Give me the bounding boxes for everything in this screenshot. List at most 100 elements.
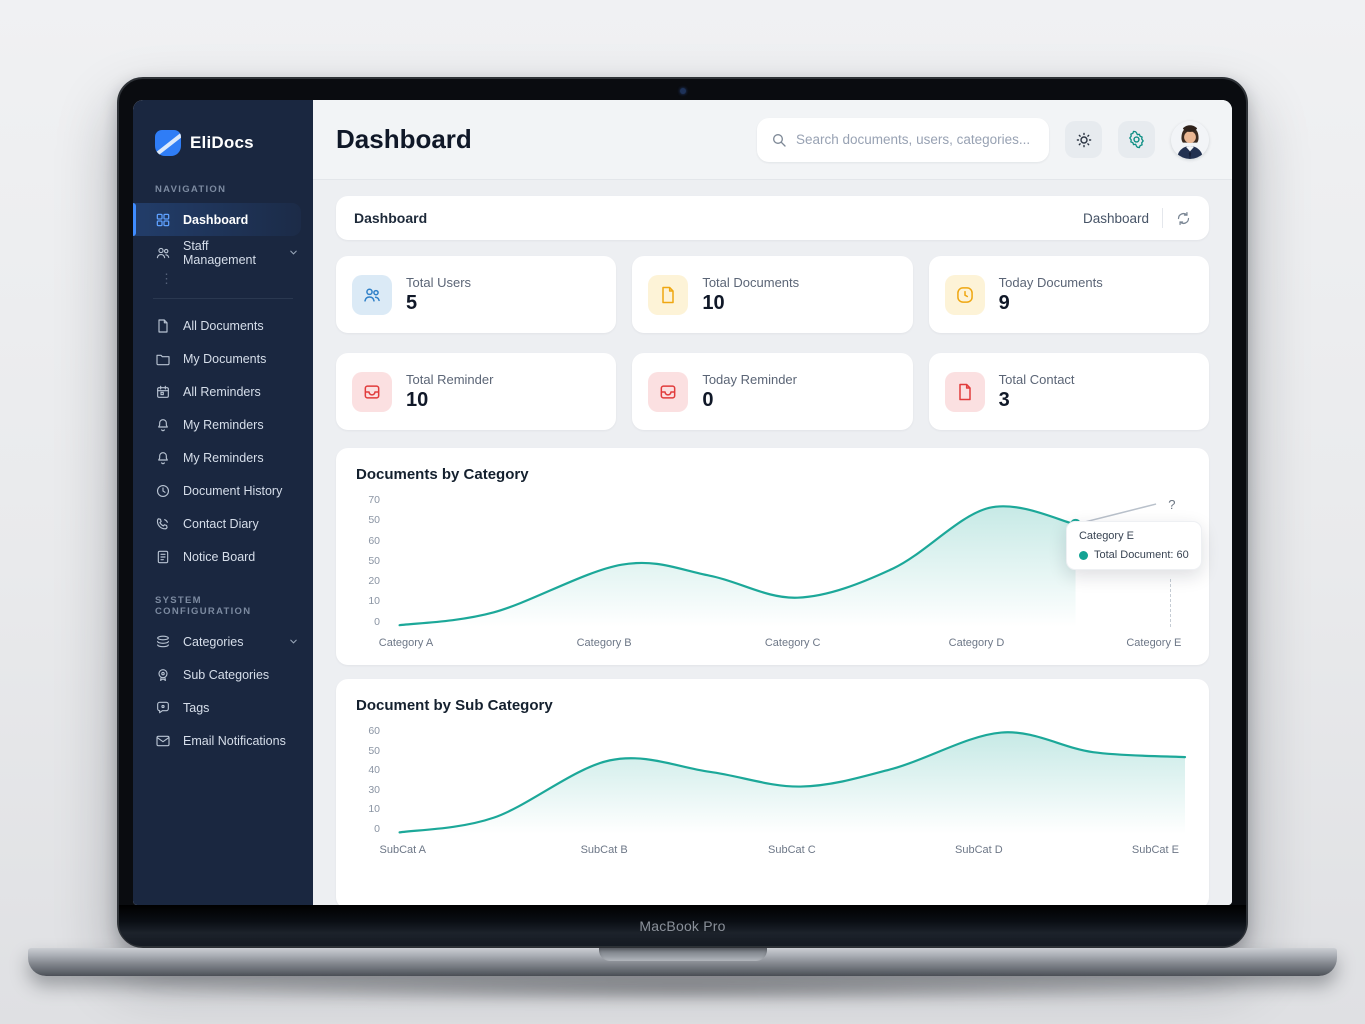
x-tick-label: Category C	[764, 637, 821, 649]
x-tick-label: Category B	[576, 637, 632, 649]
y-tick-label: 50	[368, 554, 380, 567]
brand-name: EliDocs	[190, 133, 254, 152]
main-area: Dashboard	[313, 100, 1232, 905]
brand: EliDocs	[133, 130, 313, 178]
y-tick-label: 70	[368, 494, 380, 506]
chevron-down-icon	[288, 247, 299, 258]
bell-icon	[155, 417, 171, 433]
y-tick-label: 60	[368, 534, 380, 547]
breadcrumb-divider	[1162, 208, 1163, 228]
y-tick-label: 0	[374, 615, 380, 628]
chart-title: Document by Sub Category	[356, 697, 553, 714]
y-tick-label: 30	[368, 783, 380, 796]
chevron-down-icon	[288, 636, 299, 647]
stat-card-today-reminder: Today Reminder 0	[632, 353, 913, 430]
sidebar-item-all-documents[interactable]: All Documents	[133, 309, 313, 342]
section-label-system-configuration: SYSTEM CONFIGURATION	[155, 595, 252, 617]
sidebar-item-my-reminders[interactable]: My Reminders	[133, 408, 313, 441]
theme-toggle-button[interactable]	[1065, 121, 1102, 158]
inbox-icon	[352, 371, 392, 412]
app-window: EliDocs NAVIGATION Dashboard Staff Manag…	[133, 100, 1232, 905]
users-icon	[352, 274, 392, 315]
y-axis: 70 50 60 50 20 10 0	[356, 495, 390, 627]
avatar[interactable]	[1171, 120, 1209, 159]
stat-card-total-reminder: Total Reminder 10	[336, 353, 617, 430]
search-input[interactable]	[796, 132, 1035, 147]
sidebar-item-label: My Reminders	[183, 417, 264, 432]
users-icon	[155, 245, 171, 261]
x-tick-label: SubCat E	[1131, 844, 1179, 856]
y-tick-label: 40	[368, 764, 380, 776]
stat-value: 10	[702, 291, 725, 314]
settings-button[interactable]	[1118, 121, 1155, 158]
sidebar-item-my-reminders-2[interactable]: My Reminders	[133, 441, 313, 474]
y-tick-label: 10	[368, 595, 380, 608]
unknown-value-annotation: ?	[1168, 497, 1176, 512]
x-tick-label: SubCat D	[955, 844, 1003, 856]
sidebar-item-my-documents[interactable]: My Documents	[133, 342, 313, 375]
sidebar-item-email-notifications[interactable]: Email Notifications	[133, 724, 313, 757]
mail-icon	[155, 733, 171, 749]
gear-icon	[1127, 130, 1146, 149]
stat-label: Total Documents	[702, 274, 800, 290]
tooltip-value: Total Document: 60	[1093, 549, 1189, 561]
dashed-guide-line	[1169, 579, 1171, 627]
sidebar-item-label: Staff Management	[183, 238, 256, 267]
sidebar-item-staff-management[interactable]: Staff Management	[133, 236, 313, 269]
layers-icon	[155, 634, 171, 650]
breadcrumb-page-title: Dashboard	[354, 210, 428, 226]
sidebar-divider	[153, 298, 293, 299]
stat-value: 10	[406, 388, 429, 411]
stat-card-total-users: Total Users 5	[336, 256, 617, 333]
y-tick-label: 50	[368, 514, 380, 527]
sidebar-item-label: Categories	[183, 634, 244, 649]
stat-value: 3	[998, 388, 1010, 411]
phone-icon	[155, 516, 171, 532]
document-icon	[648, 274, 689, 315]
sidebar-item-dashboard[interactable]: Dashboard	[133, 203, 301, 236]
badge-icon	[155, 667, 171, 683]
stat-value: 5	[406, 291, 418, 314]
sidebar-item-tags[interactable]: Tags	[133, 691, 313, 724]
sidebar-item-notice-board[interactable]: Notice Board	[133, 540, 313, 573]
chart-tooltip: Category E Total Document: 60	[1065, 521, 1202, 570]
documents-by-category-card: Documents by Category 70 50 60 50 20 10 0 ? Ca…	[336, 448, 1209, 665]
chart-title: Documents by Category	[356, 466, 529, 483]
stat-card-today-documents: Today Documents 9	[928, 256, 1209, 333]
sidebar-item-label: My Reminders	[183, 450, 264, 465]
stat-label: Today Documents	[998, 274, 1103, 290]
sidebar-item-document-history[interactable]: Document History	[133, 474, 313, 507]
file-icon	[155, 318, 171, 334]
top-header: Dashboard	[313, 100, 1232, 180]
x-tick-label: SubCat A	[379, 844, 427, 856]
clock-icon	[944, 274, 985, 315]
sidebar-item-contact-diary[interactable]: Contact Diary	[133, 507, 313, 540]
laptop-chin: MacBook Pro	[119, 905, 1246, 946]
y-axis: 60 50 40 30 10 0	[356, 726, 390, 834]
stat-label: Total Contact	[998, 371, 1075, 387]
sidebar-item-label: Tags	[183, 700, 210, 715]
breadcrumb-crumb: Dashboard	[1082, 210, 1149, 226]
search-icon	[771, 132, 787, 148]
document-by-sub-category-card: Document by Sub Category 60 50 40 30 10 0 Sub…	[336, 679, 1209, 905]
sidebar-item-label: Notice Board	[183, 549, 256, 564]
sidebar-item-label: Dashboard	[183, 212, 249, 227]
device-label: MacBook Pro	[639, 917, 726, 934]
sidebar-item-sub-categories[interactable]: Sub Categories	[133, 658, 313, 691]
tag-bubble-icon	[155, 700, 171, 716]
y-tick-label: 20	[368, 575, 380, 587]
stat-card-total-documents: Total Documents 10	[632, 256, 913, 333]
sidebar-item-label: All Documents	[183, 318, 264, 333]
laptop-shadow	[110, 974, 1255, 1004]
document-icon	[944, 371, 985, 412]
y-tick-label: 60	[368, 725, 380, 737]
stat-card-total-contact: Total Contact 3	[928, 353, 1209, 430]
stat-value: 9	[998, 291, 1010, 314]
search-box	[757, 117, 1049, 162]
refresh-icon[interactable]	[1176, 211, 1191, 226]
sidebar-item-label: My Documents	[183, 351, 267, 366]
x-axis: SubCat A SubCat B SubCat C SubCat D SubCat E	[380, 840, 1189, 862]
x-tick-label: Category D	[948, 637, 1005, 649]
sidebar-item-categories[interactable]: Categories	[133, 625, 313, 658]
sidebar-item-all-reminders[interactable]: All Reminders	[133, 375, 313, 408]
